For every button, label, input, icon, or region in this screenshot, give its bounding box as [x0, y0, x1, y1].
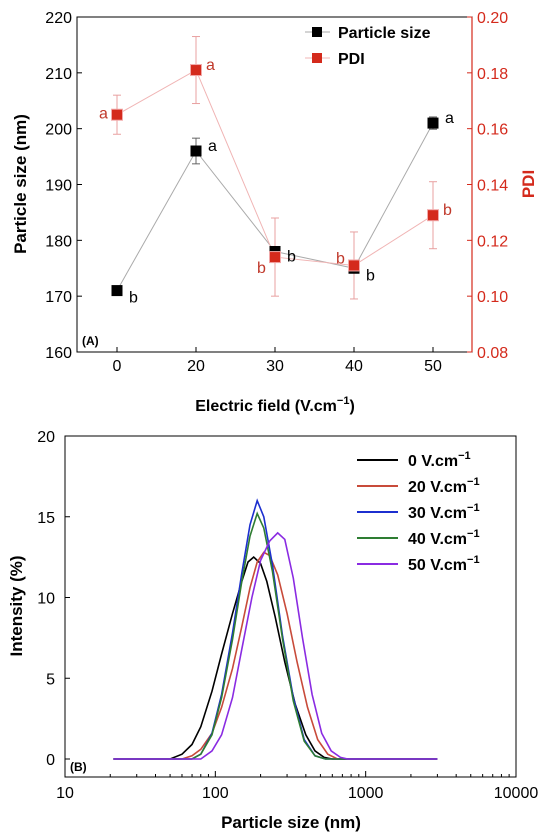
- y2-tick-label: 0.12: [477, 233, 508, 250]
- significance-letter: b: [287, 249, 296, 266]
- x-tick-label: 50: [424, 358, 442, 375]
- legend-label-sup: −1: [467, 528, 480, 540]
- panel-b-frame: [64, 435, 517, 778]
- legend-label-sup: −1: [458, 450, 471, 462]
- legend-label-sup: −1: [467, 502, 480, 514]
- legend-label-sup: −1: [467, 554, 480, 566]
- y-tick-label: 0: [46, 752, 55, 769]
- panel-b-legend: 0 V.cm−120 V.cm−130 V.cm−140 V.cm−150 V.…: [357, 450, 480, 574]
- x-tick-label: 10: [56, 785, 74, 802]
- y-tick-label: 15: [37, 510, 55, 527]
- panel-a-label: (A): [82, 334, 99, 348]
- y-tick-label: 180: [45, 233, 72, 250]
- distribution-curve: [113, 498, 438, 760]
- y-tick-label: 200: [45, 122, 72, 139]
- legend-label: 40 V.cm−1: [408, 528, 480, 548]
- y2-tick-label: 0.10: [477, 289, 508, 306]
- significance-letter: a: [208, 138, 217, 155]
- data-point: [269, 251, 281, 264]
- y-tick-label: 20: [37, 429, 55, 446]
- significance-letter: b: [336, 250, 345, 267]
- significance-letter: a: [206, 57, 215, 74]
- panel-a-left-ticks: 160 170 180 190 200 210 220: [45, 10, 82, 362]
- distribution-curve: [113, 511, 438, 760]
- data-point: [111, 108, 123, 121]
- x-tick-label: 10000: [494, 785, 539, 802]
- significance-letter: b: [257, 260, 266, 277]
- y2-tick-label: 0.08: [477, 345, 508, 362]
- panel-a-x-axis-label-main: Electric field (V.cm: [195, 398, 337, 415]
- y2-tick-label: 0.20: [477, 10, 508, 27]
- significance-letter: b: [129, 290, 138, 307]
- panel-b: 0 5 10 15 20 10 100 1000 10000 (B) Intensity (%…: [7, 429, 538, 832]
- data-point: [427, 209, 439, 222]
- legend-label-particle-size: Particle size: [338, 25, 431, 42]
- y2-tick-label: 0.18: [477, 66, 508, 83]
- y-tick-label: 5: [46, 671, 55, 688]
- x-tick-label: 0: [113, 358, 122, 375]
- x-tick-label: 100: [202, 785, 229, 802]
- x-tick-label: 1000: [348, 785, 384, 802]
- panel-b-y-ticks: 0 5 10 15 20: [37, 429, 70, 769]
- panel-b-x-axis-label: Particle size (nm): [221, 813, 361, 832]
- legend-label: 20 V.cm−1: [408, 476, 480, 496]
- y-tick-label: 190: [45, 178, 72, 195]
- x-tick-label: 20: [187, 358, 205, 375]
- legend-label-main: 40 V.cm: [408, 531, 467, 548]
- panel-a-x-axis-label-sup: −1: [337, 395, 350, 407]
- legend-label-main: 0 V.cm: [408, 453, 458, 470]
- data-point: [348, 259, 360, 272]
- significance-letter: a: [99, 106, 108, 123]
- legend-label-sup: −1: [467, 476, 480, 488]
- y-tick-label: 10: [37, 591, 55, 608]
- x-tick-label: 40: [345, 358, 363, 375]
- distribution-curve: [113, 551, 438, 760]
- legend-label-main: 30 V.cm: [408, 505, 467, 522]
- y-tick-label: 210: [45, 66, 72, 83]
- panel-a-right-ticks: 0.08 0.10 0.12 0.14 0.16 0.18 0.20: [467, 10, 508, 362]
- legend-marker-particle-size: [312, 27, 322, 37]
- significance-letter: a: [445, 110, 454, 127]
- y-tick-label: 170: [45, 289, 72, 306]
- legend-label-pdi: PDI: [338, 51, 365, 68]
- panel-a-points: [111, 64, 439, 297]
- panel-b-y-axis-label: Intensity (%): [7, 555, 26, 656]
- data-point: [190, 64, 202, 77]
- y-tick-label: 160: [45, 345, 72, 362]
- panel-a-x-axis-label: Electric field (V.cm−1): [195, 395, 355, 415]
- panel-a-legend: Particle size PDI: [305, 25, 431, 68]
- significance-letter: b: [443, 202, 452, 219]
- significance-letter: b: [366, 267, 375, 284]
- panel-b-x-ticks: 10 100 1000 10000: [56, 771, 538, 802]
- panel-b-curves: [113, 498, 438, 760]
- panel-a-y2-axis-label: PDI: [519, 170, 538, 198]
- legend-label: 50 V.cm−1: [408, 554, 480, 574]
- y-tick-label: 220: [45, 10, 72, 27]
- data-point: [111, 285, 123, 297]
- legend-label: 0 V.cm−1: [408, 450, 471, 470]
- data-point: [190, 145, 202, 157]
- distribution-curve: [113, 531, 438, 760]
- legend-marker-pdi: [312, 53, 322, 63]
- panel-a-y-axis-label: Particle size (nm): [11, 114, 30, 254]
- data-point: [427, 117, 439, 129]
- distribution-curve: [113, 556, 438, 760]
- panel-a-x-ticks: 0 20 30 40 50: [113, 347, 442, 375]
- panel-a-x-axis-label-tail: ): [349, 398, 354, 415]
- panel-b-label: (B): [70, 760, 87, 774]
- legend-label: 30 V.cm−1: [408, 502, 480, 522]
- y2-tick-label: 0.14: [477, 178, 508, 195]
- legend-label-main: 20 V.cm: [408, 479, 467, 496]
- legend-label-main: 50 V.cm: [408, 557, 467, 574]
- panel-a-significance-letters: b a b b a a a b b b: [99, 57, 454, 307]
- y2-tick-label: 0.16: [477, 122, 508, 139]
- x-tick-label: 30: [266, 358, 284, 375]
